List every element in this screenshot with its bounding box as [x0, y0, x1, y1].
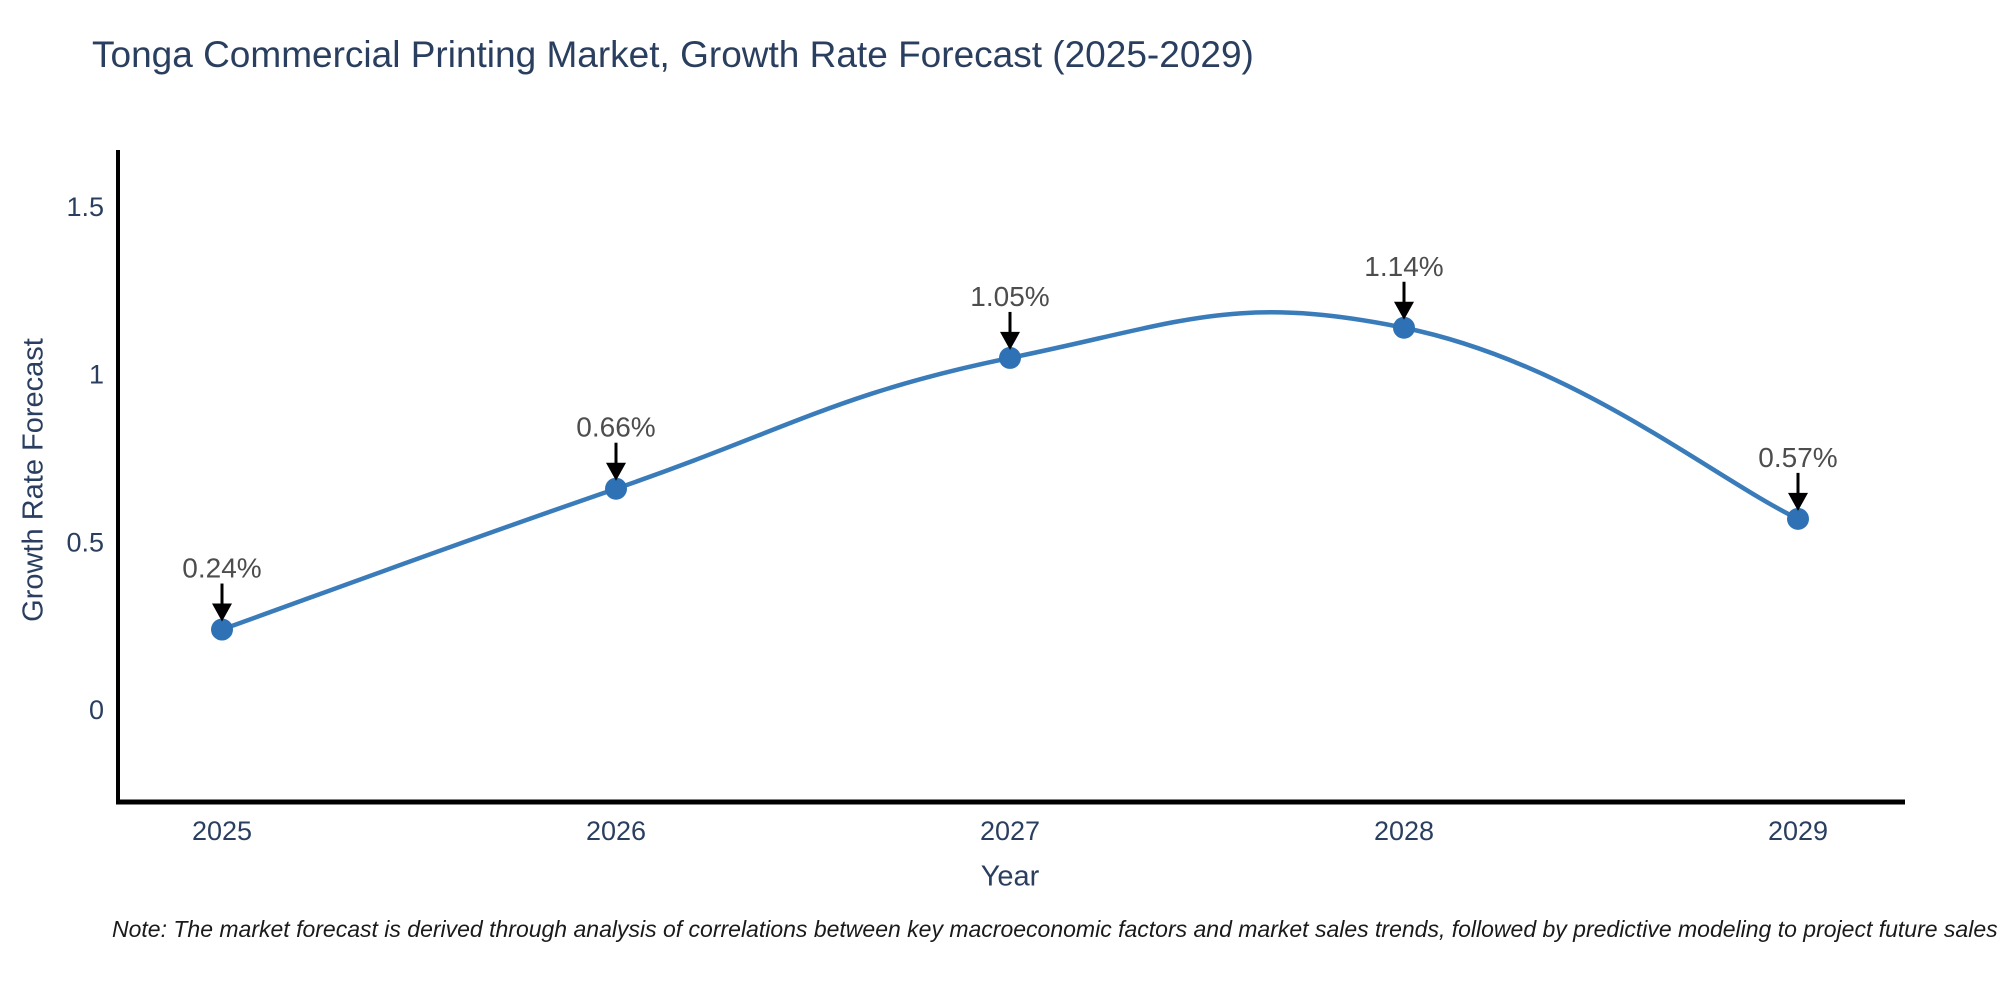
data-point-marker[interactable]	[211, 618, 233, 641]
y-tick-label: 0.5	[66, 527, 104, 557]
data-point-label: 0.66%	[576, 412, 655, 443]
data-point-marker[interactable]	[605, 477, 627, 500]
data-point-label: 1.14%	[1364, 251, 1443, 282]
data-point-label: 1.05%	[970, 281, 1049, 312]
footnote: Note: The market forecast is derived thr…	[112, 916, 1998, 942]
x-tick-label: 2029	[1768, 816, 1828, 846]
y-tick-label: 1.5	[66, 192, 104, 222]
x-axis-title: Year	[980, 860, 1040, 893]
data-point-label: 0.57%	[1758, 442, 1837, 473]
annotation-arrowhead	[1000, 331, 1020, 350]
annotation-arrowhead	[1788, 492, 1808, 511]
data-point-marker[interactable]	[999, 346, 1021, 369]
data-point-marker[interactable]	[1393, 316, 1415, 339]
data-point-marker[interactable]	[1787, 507, 1809, 530]
x-tick-label: 2027	[980, 816, 1040, 846]
chart-title: Tonga Commercial Printing Market, Growth…	[92, 34, 1254, 75]
y-tick-label: 1	[89, 360, 104, 390]
data-point-label: 0.24%	[182, 553, 261, 584]
x-tick-label: 2025	[192, 816, 252, 846]
x-tick-label: 2026	[586, 816, 646, 846]
y-tick-label: 0	[89, 695, 104, 725]
x-tick-label: 2028	[1374, 816, 1434, 846]
annotation-arrowhead	[606, 462, 626, 481]
annotation-arrowhead	[1394, 301, 1414, 320]
annotation-arrowhead	[212, 603, 232, 622]
